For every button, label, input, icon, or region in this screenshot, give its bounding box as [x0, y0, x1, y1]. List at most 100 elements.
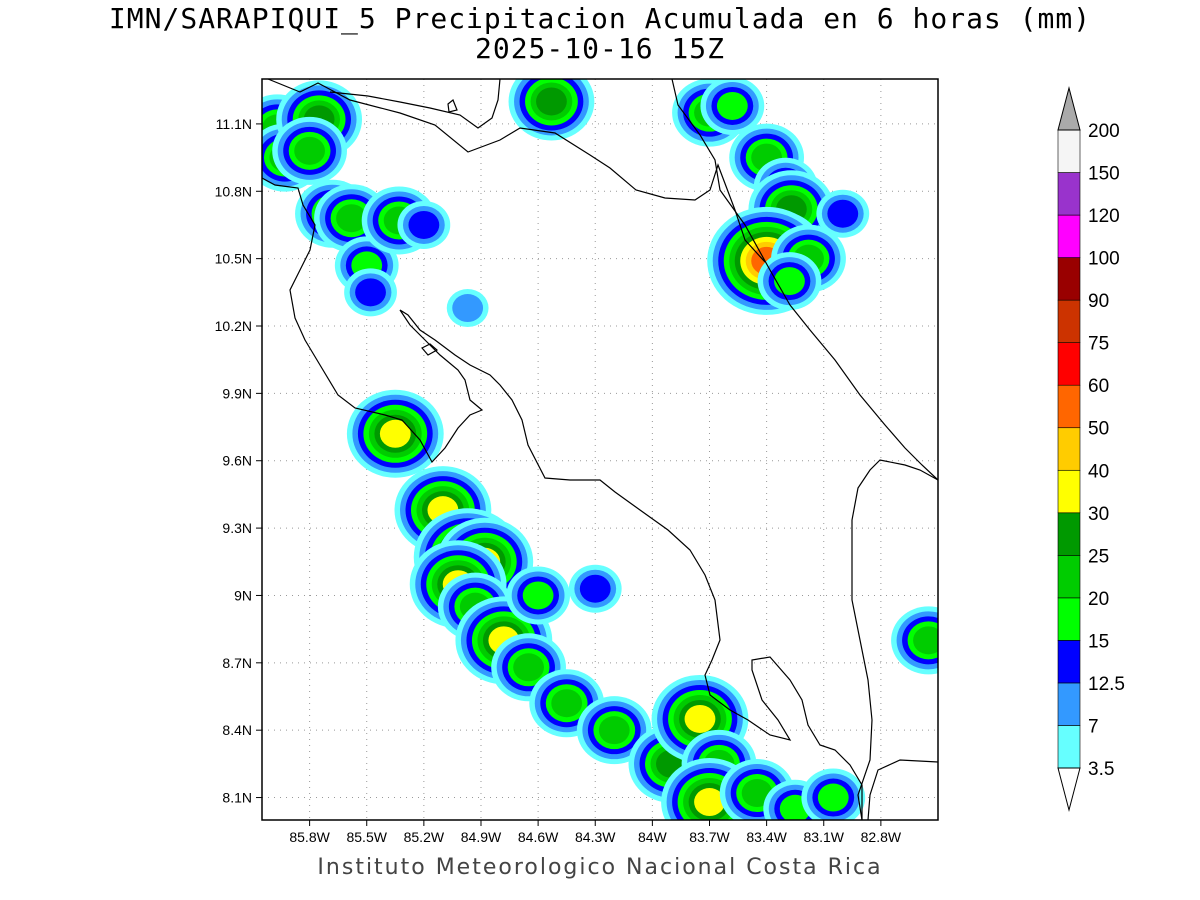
map-axes: 85.8W 85.5W 85.2W 84.9W 84.6W 84.3W 84W 83.7W 83… [215, 116, 902, 845]
precip-contour [827, 199, 859, 228]
precip-cell [272, 116, 348, 185]
colorbar-under-triangle [1057, 767, 1081, 812]
colorbar-label: 75 [1088, 334, 1109, 355]
colorbar-label: 12.5 [1088, 674, 1125, 695]
colorbar-label: 3.5 [1088, 759, 1114, 780]
lat-tick-label: 9N [234, 587, 252, 603]
precip-cell [801, 768, 866, 820]
colorbar-band [1057, 172, 1081, 216]
colorbar-label: 100 [1088, 249, 1120, 270]
precip-contour [513, 653, 544, 682]
precip-contour [355, 278, 386, 307]
colorbar-band [1057, 342, 1081, 386]
gulf-island [421, 343, 439, 356]
footer-credit: Instituto Meteorologico Nacional Costa R… [317, 855, 883, 880]
colorbar-band [1057, 384, 1081, 429]
precip-cell [397, 200, 451, 249]
lon-tick-label: 85.5W [346, 829, 387, 845]
precip-contour [336, 204, 367, 233]
precip-cell [816, 189, 870, 238]
colorbar-label: 15 [1088, 631, 1109, 652]
colorbar-label: 150 [1088, 164, 1120, 185]
map-frame [261, 78, 939, 821]
lat-tick-label: 8.4N [222, 722, 252, 738]
lon-tick-label: 84.6W [518, 829, 559, 845]
colorbar-band [1057, 299, 1081, 343]
colorbar-label: 40 [1088, 461, 1109, 482]
lat-tick-label: 10.8N [215, 183, 252, 199]
precip-contour [716, 91, 748, 120]
precip-cell [529, 669, 605, 738]
colorbar-label: 120 [1088, 206, 1120, 227]
precip-contour [684, 704, 716, 733]
precip-contour [522, 581, 554, 610]
lat-tick-label: 11.1N [216, 116, 252, 132]
precip-cell [344, 268, 397, 317]
panama-coast [867, 759, 939, 821]
precip-cell [446, 289, 489, 328]
colorbar-band [1057, 129, 1081, 173]
colorbar-band [1057, 682, 1081, 726]
chart-title: IMN/SARAPIQUI_5 Precipitacion Acumulada … [108, 2, 1092, 35]
panama-border [851, 459, 939, 821]
lon-tick-label: 83.1W [804, 829, 845, 845]
colorbar-label: 25 [1088, 546, 1109, 567]
precipitation-field [262, 79, 938, 820]
precip-contour [294, 136, 326, 165]
colorbar-label: 20 [1088, 589, 1109, 610]
lon-tick-label: 85.8W [289, 829, 330, 845]
colorbar-band [1057, 257, 1081, 301]
colorbar-label: 7 [1088, 716, 1099, 737]
lat-tick-label: 10.5N [215, 251, 252, 267]
pacific-coast [261, 177, 863, 820]
lon-tick-label: 85.2W [404, 829, 445, 845]
colorbar-band [1057, 555, 1081, 599]
precip-contour [408, 210, 440, 239]
colorbar-label: 200 [1088, 121, 1120, 142]
precip-cell [757, 252, 822, 311]
colorbar-label: 60 [1088, 376, 1109, 397]
precip-cell [568, 564, 622, 613]
precip-contour [579, 574, 611, 603]
colorbar-band [1057, 725, 1081, 769]
nicaragua-coast-north [329, 78, 501, 129]
lon-tick-label: 82.8W [861, 829, 902, 845]
precip-contour [774, 267, 805, 296]
precip-contour [913, 626, 938, 655]
precip-cell [506, 566, 571, 625]
lon-tick-label: 83.7W [689, 829, 730, 845]
colorbar-band [1057, 597, 1081, 641]
colorbar-band [1057, 469, 1081, 514]
precip-cell [891, 606, 938, 675]
colorbar-label: 90 [1088, 291, 1109, 312]
colorbar-band [1057, 427, 1081, 471]
lat-tick-label: 9.3N [222, 520, 252, 536]
precip-contour [817, 783, 849, 812]
precip-cell [700, 79, 765, 135]
lake-island [447, 99, 458, 113]
coastlines [261, 78, 939, 821]
lat-tick-label: 9.9N [222, 385, 252, 401]
precip-contour [536, 87, 567, 116]
lon-tick-label: 84.3W [575, 829, 616, 845]
colorbar-band [1057, 214, 1081, 258]
lat-tick-label: 10.2N [215, 318, 252, 334]
lon-tick-label: 83.4W [746, 829, 787, 845]
precip-contour [598, 716, 630, 745]
precip-contour [452, 294, 484, 323]
precip-cell [346, 389, 444, 478]
colorbar-band [1057, 512, 1081, 556]
colorbar: 3.5 7 12.5 15 20 25 30 40 50 60 75 90 100 120 150 200 [1057, 86, 1125, 812]
colorbar-over-triangle [1057, 86, 1081, 131]
lat-tick-label: 9.6N [222, 453, 252, 469]
precip-contour [379, 419, 411, 448]
precip-cell [508, 79, 595, 141]
lat-tick-label: 8.7N [222, 655, 252, 671]
lon-tick-label: 84.9W [461, 829, 502, 845]
lon-tick-label: 84W [638, 829, 668, 845]
precip-contour [551, 689, 583, 718]
colorbar-label: 50 [1088, 419, 1109, 440]
chart-datetime: 2025-10-16 15Z [474, 32, 725, 65]
precip-contour [694, 788, 725, 817]
